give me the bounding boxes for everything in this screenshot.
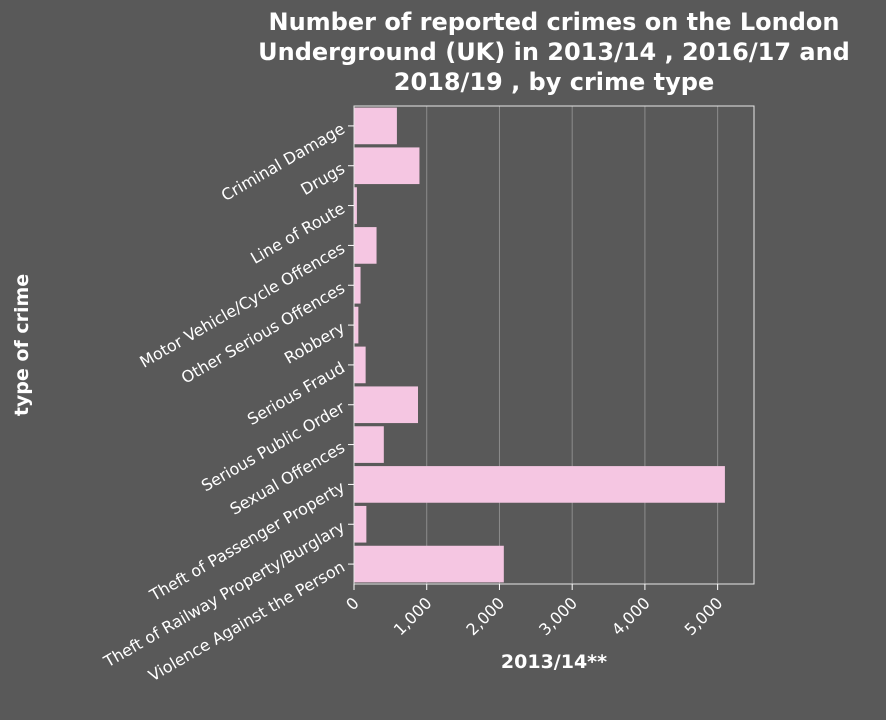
x-tick-label: 5,000 (681, 593, 727, 639)
y-tick-label: Drugs (297, 159, 348, 199)
chart-title-line-2: Underground (UK) in 2013/14 , 2016/17 an… (258, 38, 850, 66)
bar (354, 346, 366, 384)
gridlines (426, 106, 719, 584)
bar (354, 505, 367, 543)
x-tick-label: 0 (342, 593, 363, 614)
x-tick-label: 3,000 (535, 593, 581, 639)
chart-title-line-3: 2018/19 , by crime type (394, 68, 714, 96)
y-axis-title: type of crime (11, 274, 33, 416)
bar (354, 386, 418, 424)
bar (354, 147, 420, 185)
x-axis: 0 1,000 2,000 3,000 4,000 5,000 (342, 584, 726, 639)
plot-frame (353, 105, 755, 585)
bar (354, 306, 359, 344)
bar (354, 466, 725, 503)
x-tick-label: 2,000 (462, 593, 508, 639)
x-tick-label: 4,000 (608, 593, 654, 639)
x-axis-title: 2013/14** (501, 651, 607, 673)
bar (354, 187, 357, 224)
bars (354, 107, 725, 583)
bar (354, 227, 377, 264)
y-tick-label: Criminal Damage (218, 119, 348, 205)
bar (354, 107, 397, 145)
bar (354, 426, 384, 463)
bar (354, 266, 361, 304)
chart-title: Number of reported crimes on the London … (258, 8, 850, 96)
chart-title-line-1: Number of reported crimes on the London (269, 8, 840, 36)
bar (354, 545, 504, 583)
x-tick-label: 1,000 (390, 593, 436, 639)
